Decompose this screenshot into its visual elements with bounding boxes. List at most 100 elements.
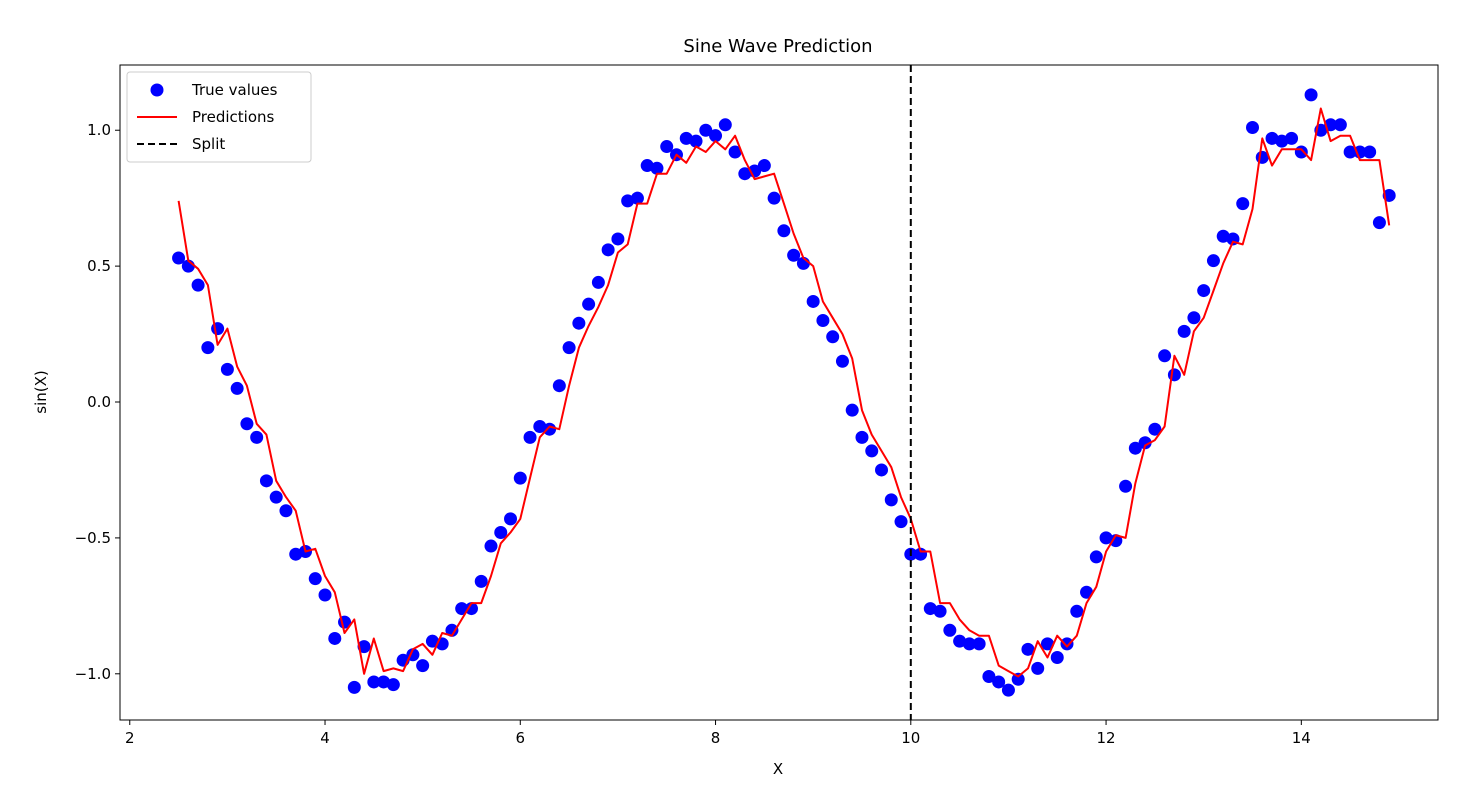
- true-value-point: [230, 381, 244, 395]
- true-value-point: [601, 243, 615, 257]
- true-value-point: [240, 417, 254, 431]
- true-value-point: [689, 134, 703, 148]
- true-value-point: [533, 419, 547, 433]
- legend-label-split: Split: [192, 135, 225, 153]
- true-value-point: [757, 159, 771, 173]
- true-value-point: [455, 602, 469, 616]
- true-value-point: [933, 604, 947, 618]
- true-value-point: [1080, 585, 1094, 599]
- true-value-point: [953, 634, 967, 648]
- true-value-point: [865, 444, 879, 458]
- true-value-point: [1001, 683, 1015, 697]
- true-value-point: [464, 602, 478, 616]
- true-value-point: [660, 140, 674, 154]
- true-value-point: [367, 675, 381, 689]
- true-value-point: [328, 631, 342, 645]
- true-value-point: [962, 637, 976, 651]
- true-value-point: [445, 623, 459, 637]
- true-value-point: [357, 640, 371, 654]
- true-value-point: [416, 659, 430, 673]
- true-value-point: [816, 313, 830, 327]
- true-value-point: [1148, 422, 1162, 436]
- true-value-point: [972, 637, 986, 651]
- true-value-point: [269, 490, 283, 504]
- x-tick-label: 10: [901, 729, 920, 747]
- true-value-point: [201, 341, 215, 355]
- true-value-point: [1353, 145, 1367, 159]
- legend-label-predictions: Predictions: [192, 108, 275, 126]
- true-value-point: [377, 675, 391, 689]
- true-values-series: [172, 88, 1396, 697]
- true-value-point: [738, 167, 752, 181]
- true-value-point: [523, 430, 537, 444]
- true-value-point: [504, 512, 518, 526]
- true-value-point: [484, 539, 498, 553]
- true-value-point: [777, 224, 791, 238]
- true-value-point: [1070, 604, 1084, 618]
- chart-title: Sine Wave Prediction: [683, 36, 872, 57]
- x-tick-label: 2: [125, 729, 135, 747]
- true-value-point: [699, 123, 713, 137]
- true-value-point: [513, 471, 527, 485]
- y-tick-label: −0.5: [75, 529, 111, 547]
- true-value-point: [992, 675, 1006, 689]
- x-tick-label: 4: [320, 729, 330, 747]
- true-value-point: [1119, 479, 1133, 493]
- y-tick-label: 0.5: [87, 257, 111, 275]
- true-value-point: [211, 322, 225, 336]
- true-value-point: [474, 574, 488, 588]
- true-value-point: [591, 275, 605, 289]
- true-value-point: [318, 588, 332, 602]
- true-value-point: [172, 251, 186, 265]
- x-axis-label: X: [773, 760, 783, 778]
- true-value-point: [787, 248, 801, 262]
- true-value-point: [543, 422, 557, 436]
- x-tick-label: 12: [1097, 729, 1116, 747]
- true-value-point: [1206, 254, 1220, 268]
- true-value-point: [650, 161, 664, 175]
- true-value-point: [845, 403, 859, 417]
- legend-marker-true-values: [150, 83, 164, 97]
- true-value-point: [640, 159, 654, 173]
- true-value-point: [1011, 672, 1025, 686]
- true-value-point: [1040, 637, 1054, 651]
- y-tick-label: −1.0: [75, 665, 111, 683]
- true-value-point: [572, 316, 586, 330]
- true-value-point: [1089, 550, 1103, 564]
- true-value-point: [1050, 650, 1064, 664]
- true-value-point: [875, 463, 889, 477]
- true-value-point: [826, 330, 840, 344]
- true-value-point: [1285, 131, 1299, 145]
- legend-frame: [126, 71, 312, 163]
- true-value-point: [425, 634, 439, 648]
- true-value-point: [1197, 284, 1211, 298]
- true-value-point: [855, 430, 869, 444]
- y-tick-label: 0.0: [87, 393, 111, 411]
- true-value-point: [347, 680, 361, 694]
- true-value-point: [1177, 324, 1191, 338]
- true-value-point: [1294, 145, 1308, 159]
- true-value-point: [1216, 229, 1230, 243]
- true-value-point: [250, 430, 264, 444]
- true-value-point: [279, 504, 293, 518]
- true-value-point: [1343, 145, 1357, 159]
- x-tick-label: 8: [711, 729, 721, 747]
- legend: True values Predictions Split: [126, 71, 312, 163]
- true-value-point: [308, 572, 322, 586]
- true-value-point: [259, 474, 273, 488]
- true-value-point: [923, 602, 937, 616]
- true-value-point: [1109, 534, 1123, 548]
- plot-area: [119, 64, 1439, 721]
- true-value-point: [220, 362, 234, 376]
- true-value-point: [1372, 216, 1386, 230]
- true-value-point: [611, 232, 625, 246]
- true-value-point: [562, 341, 576, 355]
- true-value-point: [1167, 368, 1181, 382]
- true-value-point: [1158, 349, 1172, 363]
- true-value-point: [1275, 134, 1289, 148]
- y-axis: −1.0 −0.5 0.0 0.5 1.0: [75, 121, 120, 683]
- true-value-point: [835, 354, 849, 368]
- y-tick-label: 1.0: [87, 121, 111, 139]
- true-value-point: [1187, 311, 1201, 325]
- true-value-point: [718, 118, 732, 132]
